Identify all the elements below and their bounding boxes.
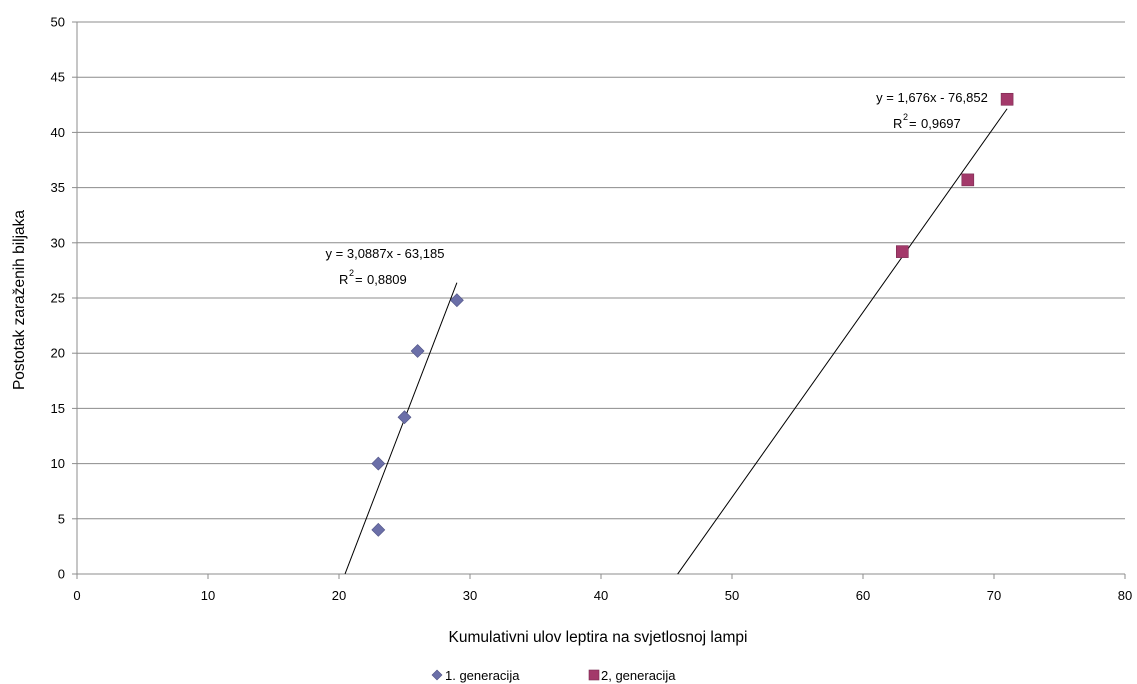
legend-marker [431,669,443,681]
trendlines [344,108,1008,575]
axes [72,21,1126,579]
y-tick-labels: 0 5 10 15 20 25 30 35 40 45 50 [51,15,65,582]
r2-eq: = [355,272,363,287]
x-axis-title: Kumulativni ulov leptira na svjetlosnoj … [449,629,748,646]
y-tick-label: 50 [51,15,65,30]
r2-value: 0,8809 [367,272,407,287]
trendline-annotation-gen2: y = 1,676x - 76,852 R 2 = 0,9697 [876,90,988,131]
x-tick-label: 40 [594,588,608,603]
y-tick-label: 25 [51,291,65,306]
x-tick-label: 10 [201,588,215,603]
y-tick-label: 0 [58,567,65,582]
data-point [371,522,386,537]
y-tick-label: 30 [51,235,65,250]
y-tick-label: 10 [51,456,65,471]
x-tick-labels: 0 10 20 30 40 50 60 70 80 [73,588,1132,603]
gridlines [77,21,1125,520]
data-point [895,245,909,258]
legend-label: 1. generacija [445,668,520,683]
data-point [371,456,386,471]
data-point [449,293,464,308]
equation-label: y = 1,676x - 76,852 [876,90,988,105]
legend-marker-diamond-icon [431,669,443,681]
legend-marker-square-icon [588,669,600,681]
legend-label: 2, generacija [601,668,676,683]
x-tick-label: 0 [73,588,80,603]
r2-superscript: 2 [349,268,354,278]
x-tick-label: 80 [1118,588,1132,603]
x-tick-label: 50 [725,588,739,603]
r2-superscript: 2 [903,112,908,122]
y-tick-label: 5 [58,511,65,526]
legend: 1. generacija 2, generacija [431,668,676,683]
trendline-series-1 [344,282,458,575]
y-tick-label: 15 [51,401,65,416]
y-tick-label: 35 [51,180,65,195]
r2-eq: = [909,116,917,131]
legend-marker [588,669,600,681]
trendline-annotation-gen1: y = 3,0887x - 63,185 R 2 = 0,8809 [326,246,445,287]
data-point [397,410,412,425]
data-point [1000,92,1014,106]
trendline-series-2 [677,108,1008,575]
y-tick-label: 40 [51,125,65,140]
r2-value: 0,9697 [921,116,961,131]
data-points [371,92,1014,537]
data-point [961,173,975,187]
x-tick-label: 70 [987,588,1001,603]
y-tick-label: 45 [51,70,65,85]
x-tick-label: 20 [332,588,346,603]
y-tick-label: 20 [51,346,65,361]
equation-label: y = 3,0887x - 63,185 [326,246,445,261]
y-axis-title: Postotak zaraženih biljaka [11,210,28,390]
r2-prefix: R [339,272,348,287]
x-tick-label: 60 [856,588,870,603]
data-point [410,344,425,358]
r2-prefix: R [893,116,902,131]
x-tick-label: 30 [463,588,477,603]
